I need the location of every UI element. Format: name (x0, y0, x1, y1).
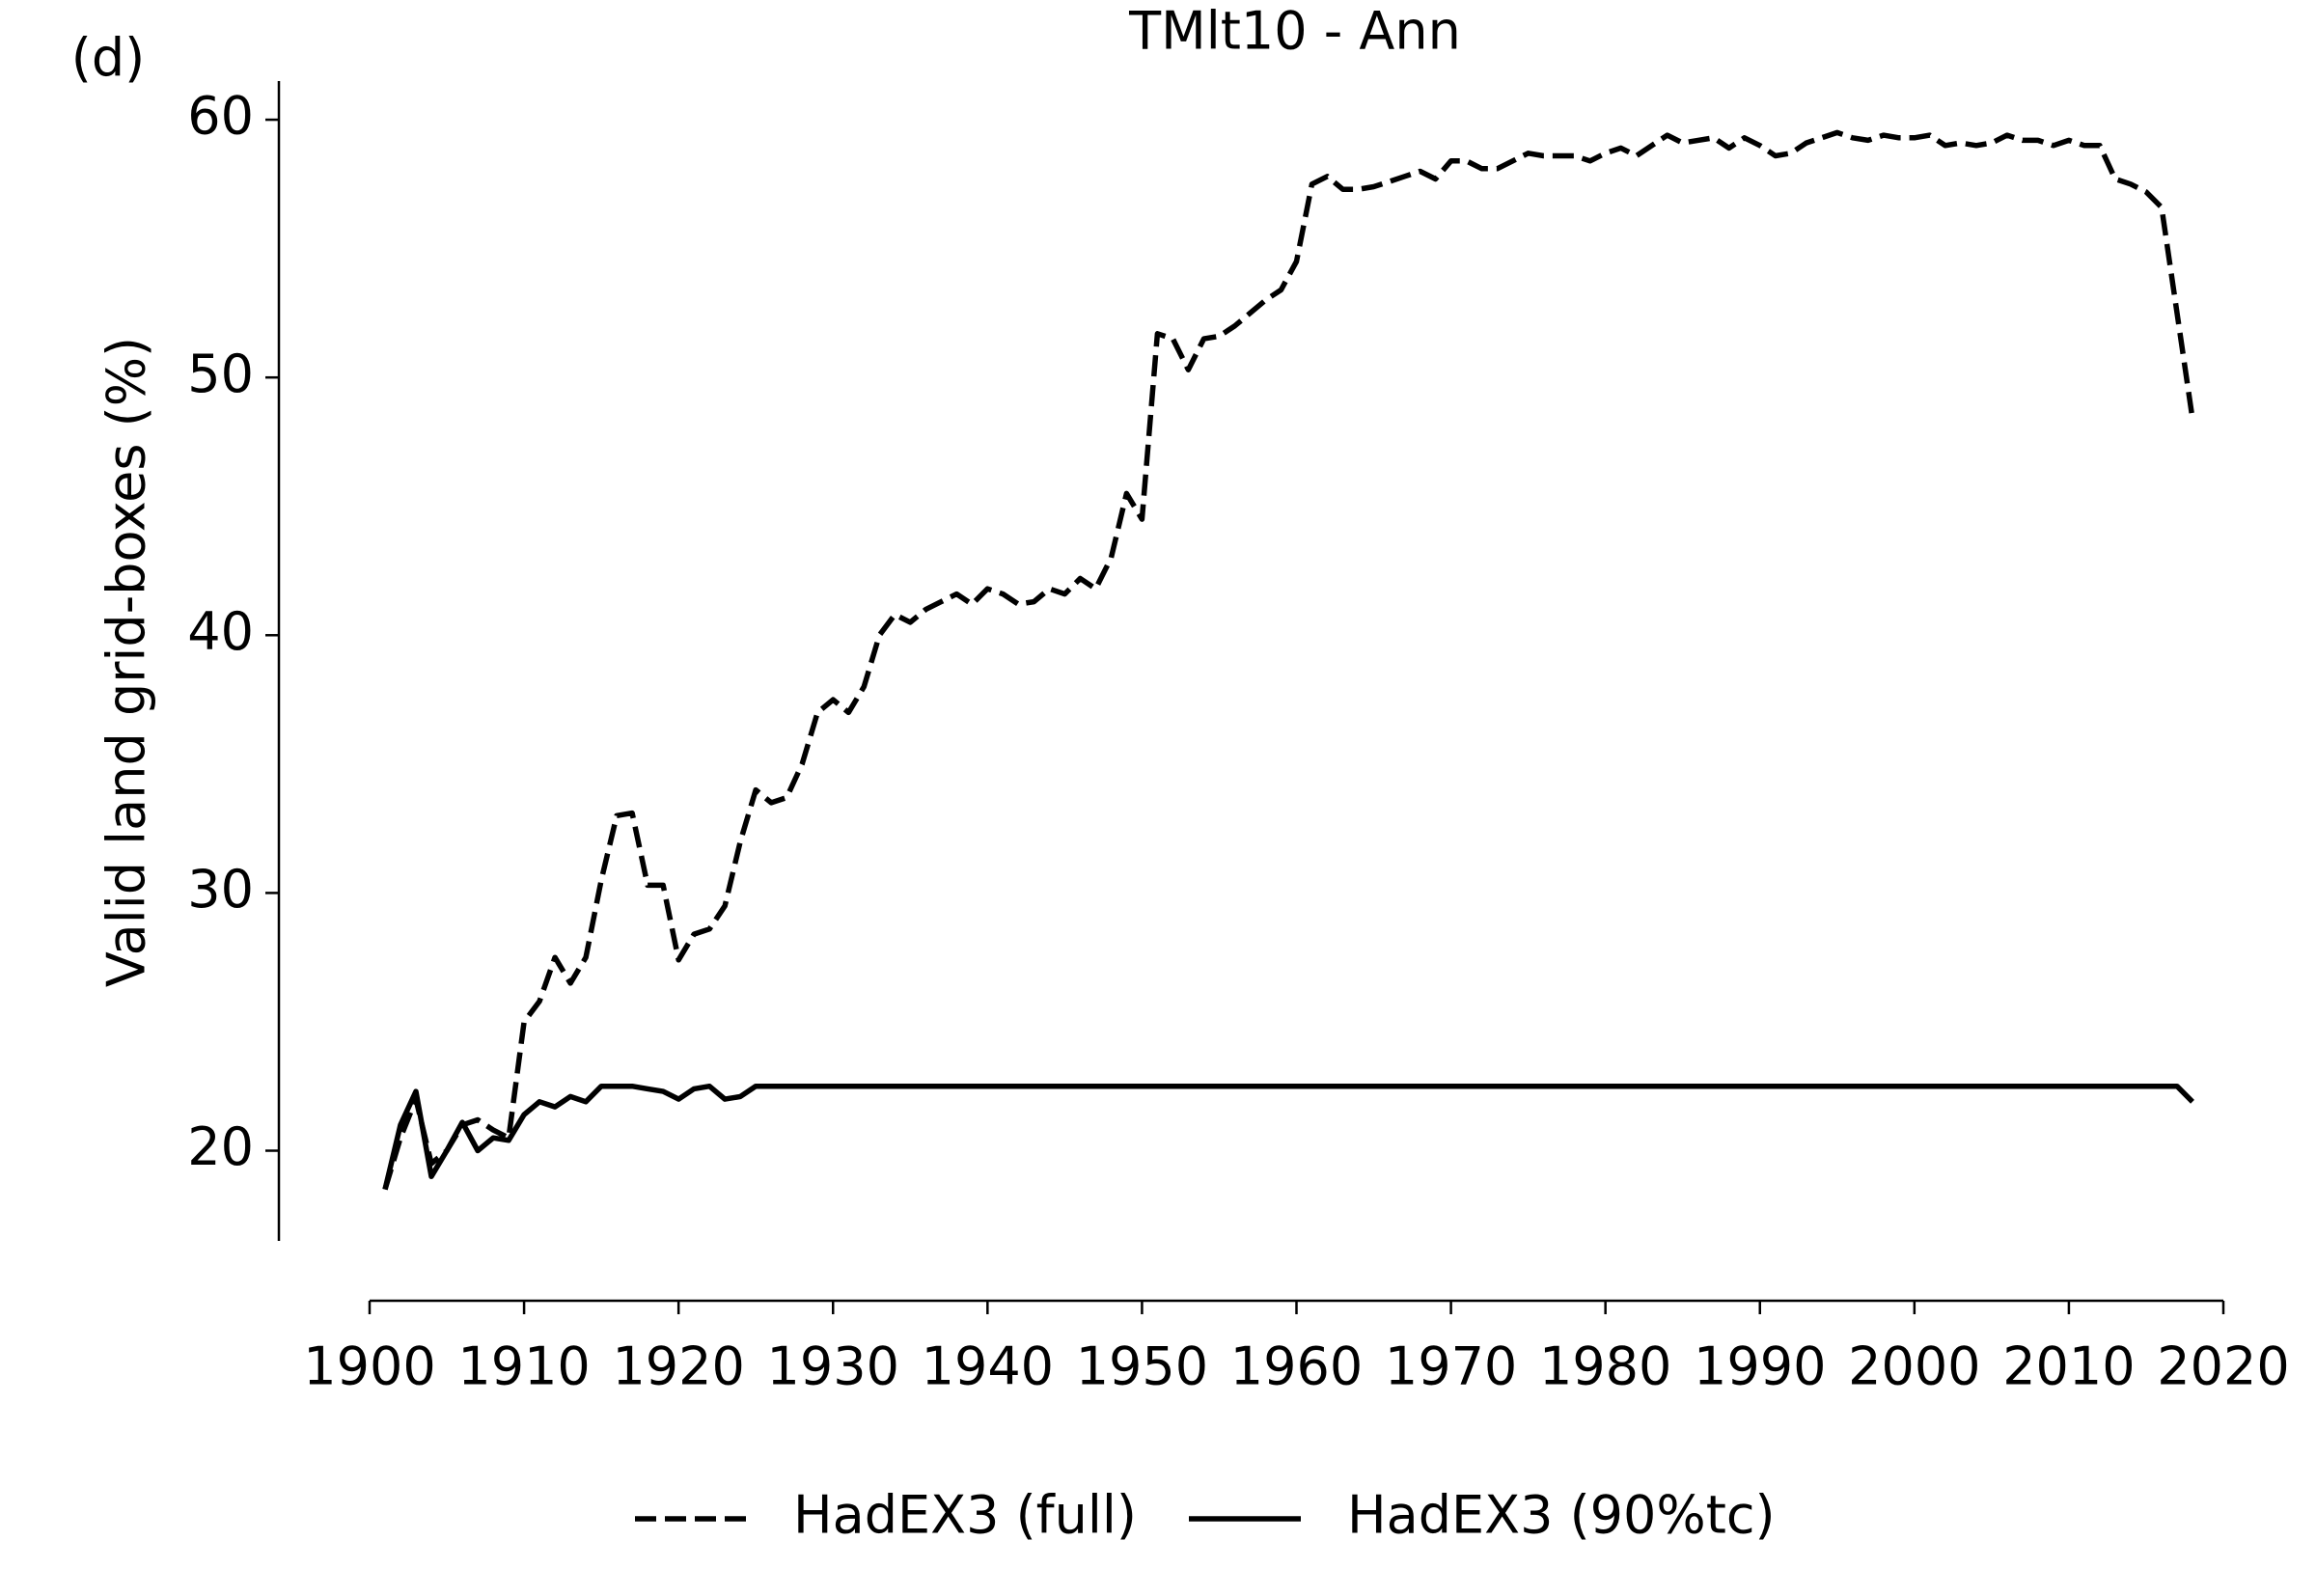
x-tick-label: 2020 (2157, 1336, 2289, 1397)
x-tick-label: 1900 (303, 1336, 435, 1397)
x-tick-label: 2010 (2002, 1336, 2135, 1397)
y-tick-label: 20 (187, 1116, 254, 1177)
chart-title: TMlt10 - Ann (1128, 1, 1461, 62)
y-tick-label: 50 (187, 344, 254, 404)
y-tick-label: 40 (187, 601, 254, 662)
x-tick-label: 2000 (1848, 1336, 1980, 1397)
legend-label: HadEX3 (full) (793, 1485, 1137, 1546)
y-axis-label: Valid land grid-boxes (%) (96, 337, 157, 987)
legend-label: HadEX3 (90%tc) (1347, 1485, 1776, 1546)
x-tick-label: 1990 (1694, 1336, 1826, 1397)
y-tick-label: 30 (187, 859, 254, 920)
x-tick-label: 1930 (767, 1336, 899, 1397)
panel-label: (d) (71, 28, 145, 89)
x-tick-label: 1950 (1076, 1336, 1208, 1397)
series-line (382, 1083, 2194, 1191)
x-tick-label: 1970 (1385, 1336, 1517, 1397)
x-tick-label: 1960 (1230, 1336, 1363, 1397)
x-tick-label: 1910 (457, 1336, 590, 1397)
y-tick-label: 60 (187, 86, 254, 147)
series-line (382, 129, 2195, 1191)
x-tick-label: 1980 (1539, 1336, 1671, 1397)
x-tick-label: 1920 (612, 1336, 744, 1397)
x-tick-label: 1940 (922, 1336, 1054, 1397)
